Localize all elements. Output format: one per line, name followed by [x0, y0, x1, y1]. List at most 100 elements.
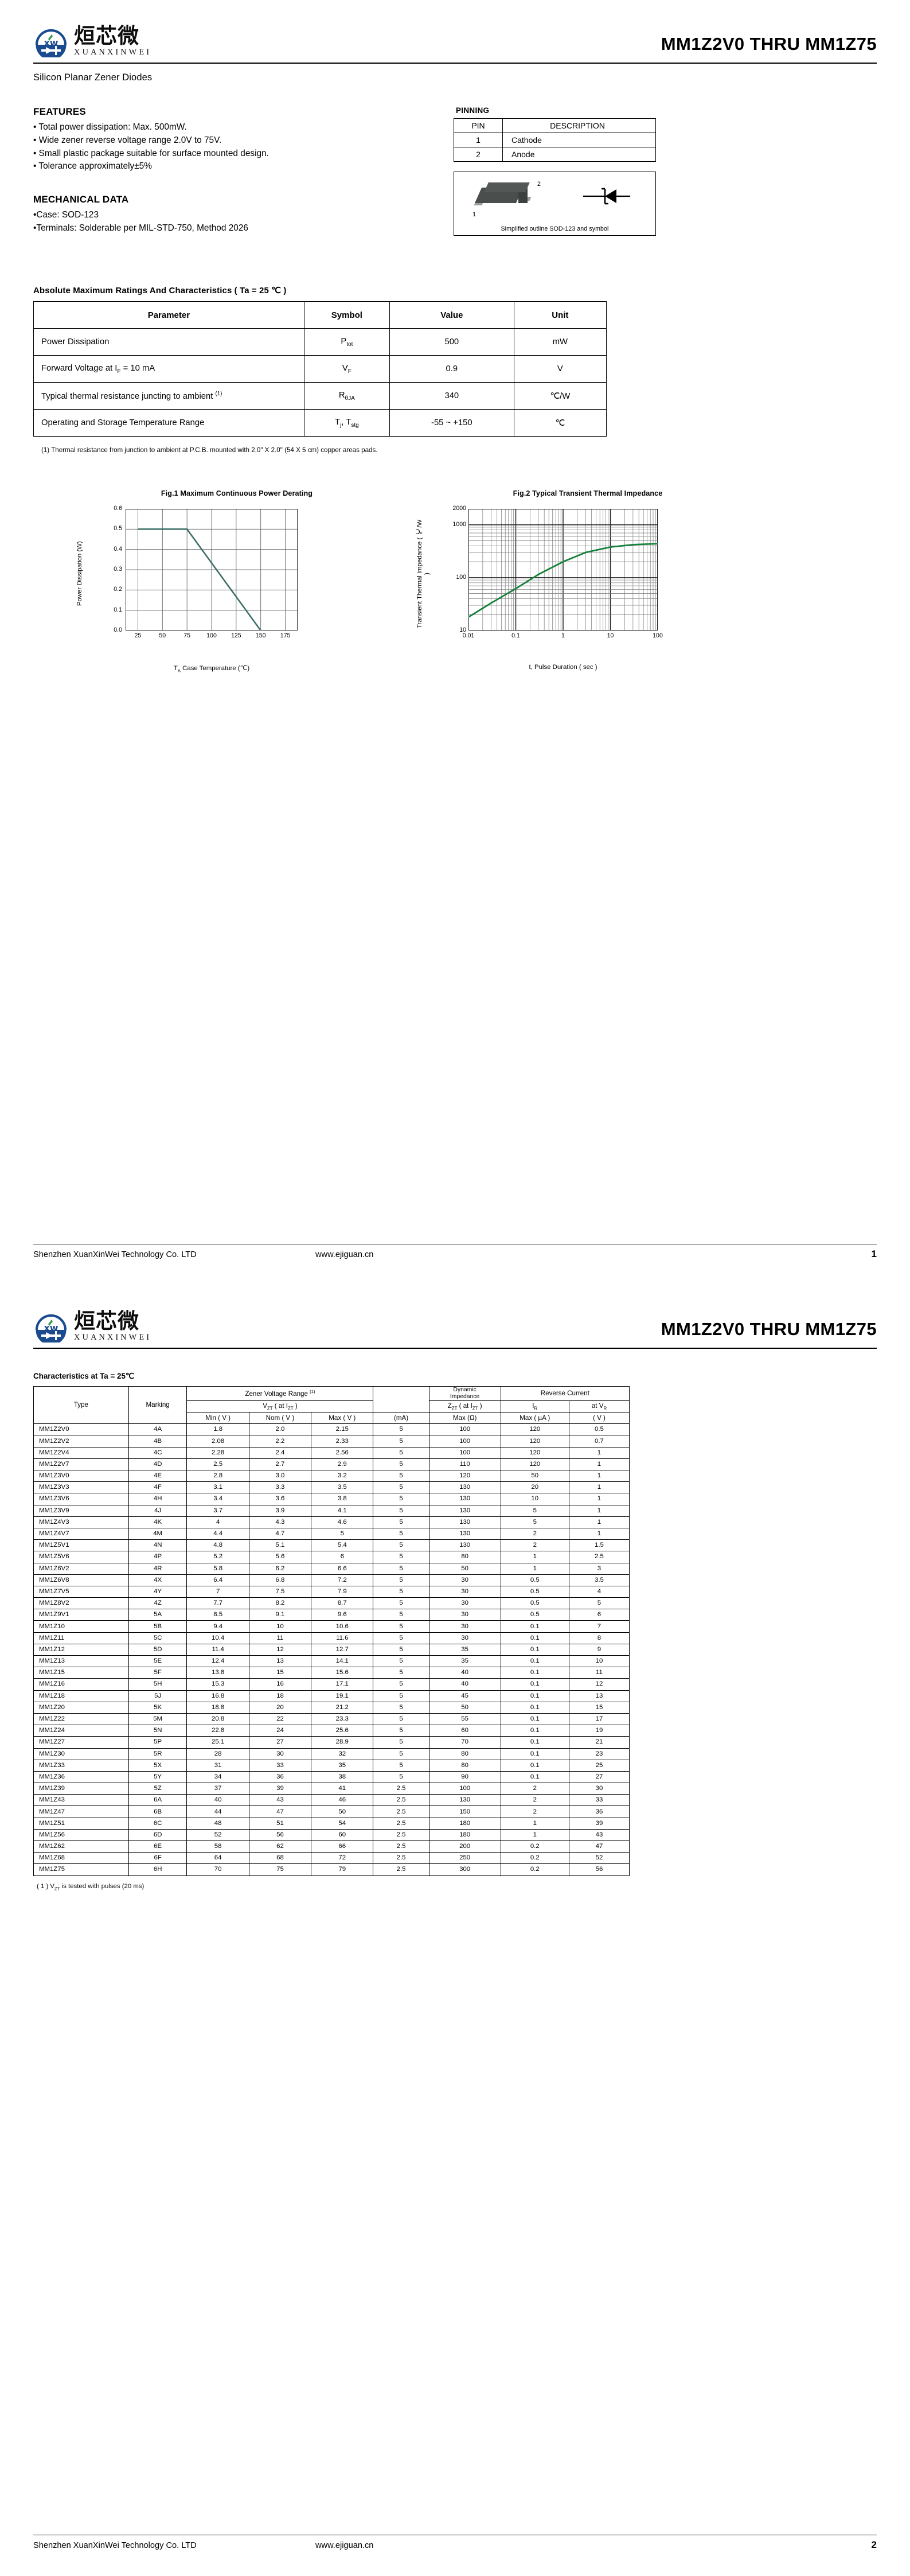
cell-symbol: Ptot [303, 328, 390, 356]
cell-vr: 1 [568, 1504, 630, 1517]
cell-min-v: 64 [186, 1852, 249, 1865]
list-item: • Total power dissipation: Max. 500mW. [33, 122, 187, 132]
cell-nom-v: 4.7 [248, 1527, 312, 1540]
mechanical-heading: MECHANICAL DATA [33, 194, 129, 205]
cell-izt: 2.5 [373, 1840, 429, 1853]
cell-min-v: 5.2 [186, 1551, 249, 1563]
cell-ir: 0.1 [500, 1632, 569, 1644]
cell-zzt: 90 [428, 1770, 501, 1784]
cell-izt: 2.5 [373, 1863, 429, 1876]
cell-vr: 0.7 [568, 1435, 630, 1447]
cell-izt: 5 [373, 1701, 429, 1714]
cell-zzt: 180 [428, 1828, 501, 1842]
cell-zzt: 30 [428, 1574, 501, 1586]
cell-type: MM1Z13 [33, 1655, 129, 1668]
cell-zzt: 70 [428, 1736, 501, 1749]
cell-max-v: 7.2 [311, 1574, 374, 1586]
xw-logo-icon: xw [33, 1307, 69, 1345]
table-row: MM1Z30 5R 28 30 32 5 80 0.1 23 [33, 1748, 630, 1760]
x-axis-tick: 50 [159, 632, 166, 639]
xw-logo-icon: xw [33, 22, 69, 60]
cell-max-v: 2.15 [311, 1423, 374, 1436]
cell-max-v: 3.5 [311, 1481, 374, 1494]
cell-ir: 120 [500, 1446, 569, 1459]
y-axis-tick: 1000 [452, 520, 466, 528]
cell-type: MM1Z7V5 [33, 1585, 129, 1598]
cell-marking: 4D [128, 1458, 188, 1471]
cell-marking: 5K [128, 1701, 188, 1714]
cell-marking: 5A [128, 1609, 188, 1621]
table-row: MM1Z20 5K 18.8 20 21.2 5 50 0.1 15 [33, 1701, 630, 1714]
cell-type: MM1Z62 [33, 1840, 129, 1853]
figure-2-ylabel: Transient Thermal Impedance ( ℃/W ) [416, 519, 431, 628]
cell-ir: 0.5 [500, 1574, 569, 1586]
footer-url: www.ejiguan.cn [315, 2541, 374, 2550]
figure-1-ylabel: Power Dissipation (W) [76, 541, 83, 606]
column-header-value: Value [389, 301, 514, 329]
cell-nom-v: 33 [248, 1759, 312, 1772]
cell-ir: 0.2 [500, 1852, 569, 1865]
cell-vr: 23 [568, 1748, 630, 1760]
cell-izt: 5 [373, 1748, 429, 1760]
cell-min-v: 28 [186, 1748, 249, 1760]
cell-ir: 0.1 [500, 1643, 569, 1656]
table-row: Operating and Storage Temperature Range … [33, 409, 607, 437]
table-row: Power Dissipation Ptot 500 mW [33, 328, 607, 356]
table-row: MM1Z43 6A 40 43 46 2.5 130 2 33 [33, 1794, 630, 1807]
cell-value: 0.9 [389, 355, 514, 383]
cell-vr: 6 [568, 1609, 630, 1621]
footer-company: Shenzhen XuanXinWei Technology Co. LTD [33, 2541, 197, 2550]
cell-type: MM1Z3V0 [33, 1470, 129, 1482]
cell-unit: mW [513, 328, 607, 356]
cell-izt: 2.5 [373, 1805, 429, 1818]
cell-max-v: 50 [311, 1805, 374, 1818]
cell-marking: 4Y [128, 1585, 188, 1598]
brand-logo: xw 烜芯微 XUANXINWEI [33, 1307, 151, 1345]
figure-1: Fig.1 Maximum Continuous Power Derating … [76, 489, 397, 673]
cell-izt: 5 [373, 1643, 429, 1656]
table-row: MM1Z15 5F 13.8 15 15.6 5 40 0.1 11 [33, 1667, 630, 1679]
cell-ir: 50 [500, 1470, 569, 1482]
cell-nom-v: 2.0 [248, 1423, 312, 1436]
cell-nom-v: 27 [248, 1736, 312, 1749]
cell-nom-v: 3.9 [248, 1504, 312, 1517]
cell-vr: 43 [568, 1828, 630, 1842]
cell-marking: 5X [128, 1759, 188, 1772]
cell-min-v: 20.8 [186, 1713, 249, 1726]
cell-unit: V [513, 355, 607, 383]
cell-vr: 39 [568, 1817, 630, 1830]
cell-type: MM1Z47 [33, 1805, 129, 1818]
cell-vr: 3.5 [568, 1574, 630, 1586]
cell-marking: 4P [128, 1551, 188, 1563]
cell-ir: 10 [500, 1493, 569, 1505]
cell-min-v: 22.8 [186, 1725, 249, 1737]
cell-max-v: 46 [311, 1794, 374, 1807]
cell-zzt: 130 [428, 1527, 501, 1540]
cell-min-v: 2.5 [186, 1458, 249, 1471]
figure-2-plot [468, 508, 658, 633]
column-header-v: ( V ) [568, 1412, 630, 1425]
list-item: •Case: SOD-123 [33, 210, 99, 220]
cell-nom-v: 75 [248, 1863, 312, 1876]
cell-zzt: 100 [428, 1423, 501, 1436]
cell-nom-v: 22 [248, 1713, 312, 1726]
table-row: MM1Z7V5 4Y 7 7.5 7.9 5 30 0.5 4 [33, 1585, 630, 1598]
cell-marking: 5P [128, 1736, 188, 1749]
cell-izt: 5 [373, 1667, 429, 1679]
cell-max-v: 7.9 [311, 1585, 374, 1598]
cell-marking: 5R [128, 1748, 188, 1760]
cell-min-v: 2.8 [186, 1470, 249, 1482]
cell-ir: 0.5 [500, 1597, 569, 1610]
cell-izt: 5 [373, 1539, 429, 1552]
cell-min-v: 48 [186, 1817, 249, 1830]
y-axis-tick: 0.0 [114, 627, 122, 633]
cell-vr: 1 [568, 1516, 630, 1528]
cell-zzt: 50 [428, 1701, 501, 1714]
table-row: MM1Z68 6F 64 68 72 2.5 250 0.2 52 [33, 1852, 630, 1865]
cell-marking: 5Y [128, 1770, 188, 1784]
cell-pin-description: Cathode [502, 133, 656, 147]
cell-min-v: 4.8 [186, 1539, 249, 1552]
cell-nom-v: 36 [248, 1770, 312, 1784]
cell-vr: 47 [568, 1840, 630, 1853]
cell-ir: 0.1 [500, 1678, 569, 1691]
